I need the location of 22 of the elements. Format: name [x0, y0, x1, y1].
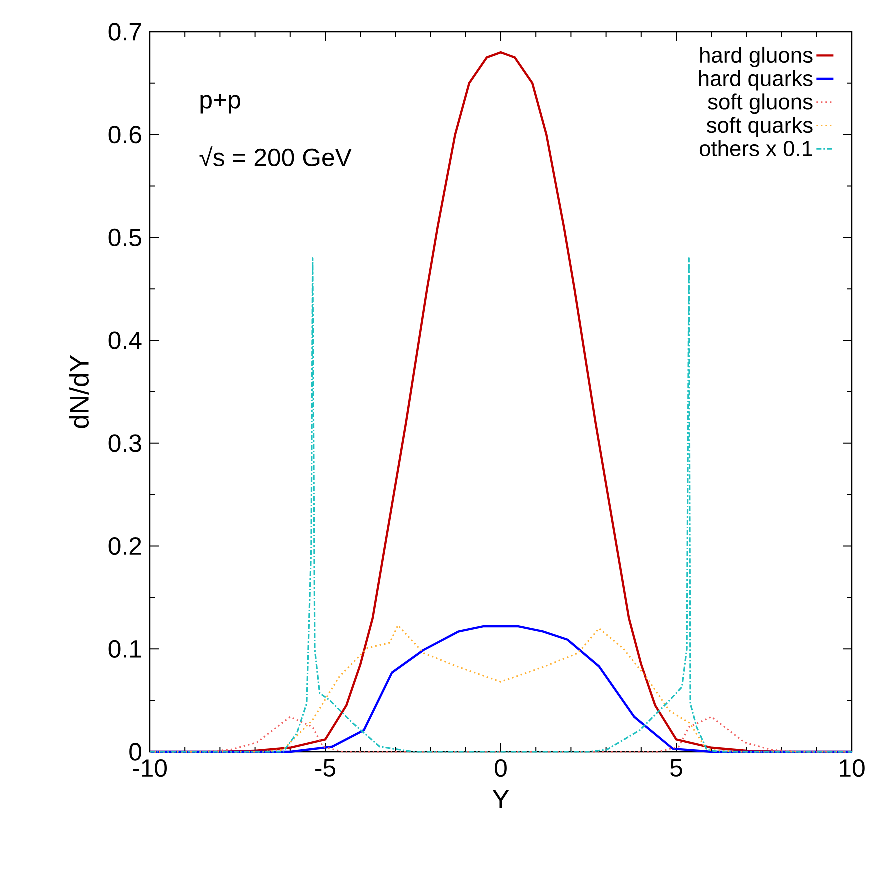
y-tick-label: 0 [130, 743, 142, 761]
legend-label: soft gluons [708, 94, 813, 114]
y-tick-label: 0.6 [108, 126, 142, 144]
legend-label: hard quarks [699, 70, 813, 91]
legend-label: soft quarks [706, 117, 813, 138]
y-axis-title: dN/dY [69, 355, 90, 428]
x-axis-title: Y [492, 790, 510, 808]
x-tick-label: 0 [495, 760, 507, 778]
y-tick-label: 0.7 [108, 23, 142, 41]
x-tick-label: -10 [133, 760, 168, 778]
y-tick-label: 0.3 [108, 434, 142, 452]
annotation: p+p [200, 94, 240, 114]
annotation: √s = 200 GeV [200, 146, 352, 167]
x-tick-label: -5 [316, 760, 336, 777]
x-tick-label: 5 [670, 760, 682, 777]
y-tick-label: 0.1 [108, 640, 142, 658]
y-tick-label: 0.5 [108, 228, 142, 247]
legend-label: others x 0.1 [700, 140, 812, 157]
y-tick-label: 0.2 [108, 537, 142, 556]
y-tick-label: 0.4 [108, 332, 142, 350]
legend-label: hard gluons [700, 46, 813, 68]
x-tick-label: 10 [840, 760, 865, 778]
